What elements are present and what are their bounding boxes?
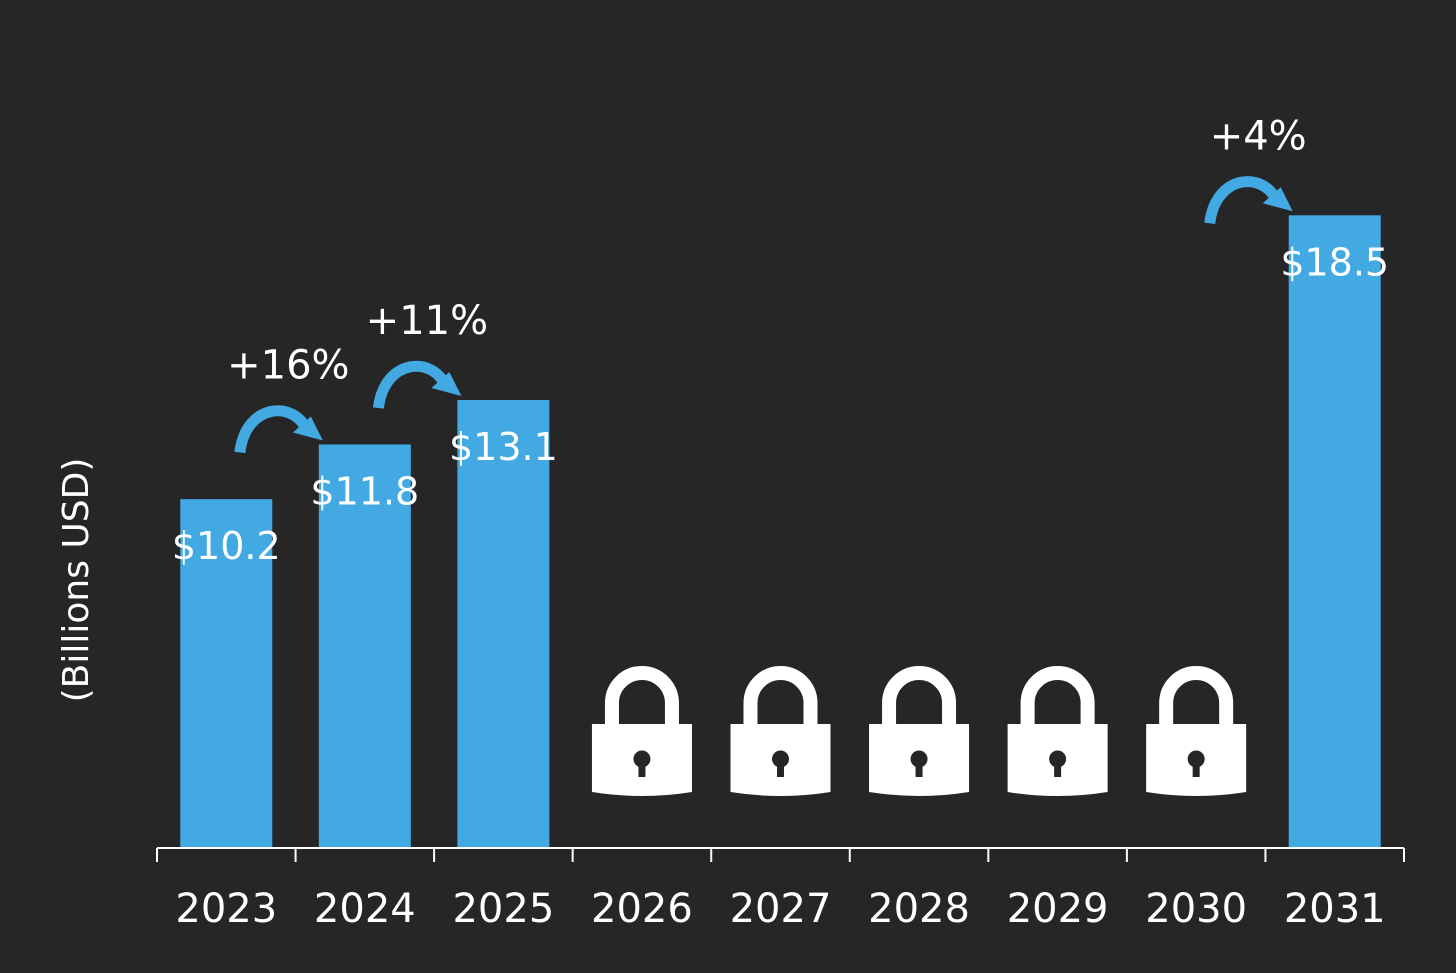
lock-icon: [869, 666, 970, 796]
data-label-2024: $11.8: [310, 469, 419, 513]
x-tick-label-2027: 2027: [730, 886, 832, 932]
bar-2023: [180, 499, 273, 848]
lock-icon: [1146, 666, 1247, 796]
growth-arrow-2024: [234, 405, 323, 454]
x-tick-label-2029: 2029: [1007, 886, 1109, 932]
x-tick-label-2030: 2030: [1145, 886, 1247, 932]
data-label-2023: $10.2: [172, 524, 281, 568]
bar-2031: [1288, 215, 1381, 849]
growth-arrow-2025: [372, 360, 462, 409]
data-label-2031: $18.5: [1280, 240, 1389, 284]
lock-icon: [730, 666, 831, 796]
lock-icon: [1007, 666, 1108, 796]
x-tick-label-2028: 2028: [868, 886, 970, 932]
x-tick-label-2023: 2023: [175, 886, 277, 932]
growth-label-2024: +16%: [227, 342, 349, 388]
data-label-2025: $13.1: [449, 425, 558, 469]
y-axis-label: (Billions USD): [56, 458, 97, 703]
x-tick-label-2031: 2031: [1284, 886, 1386, 932]
lock-icon: [591, 666, 692, 796]
bar-2024: [318, 444, 411, 848]
growth-arrow-2031: [1204, 176, 1293, 225]
x-tick-label-2026: 2026: [591, 886, 693, 932]
x-tick-label-2025: 2025: [452, 886, 554, 932]
bar-2025: [457, 399, 550, 848]
growth-label-2031: +4%: [1210, 113, 1307, 159]
growth-label-2025: +11%: [366, 298, 488, 344]
x-tick-label-2024: 2024: [314, 886, 416, 932]
